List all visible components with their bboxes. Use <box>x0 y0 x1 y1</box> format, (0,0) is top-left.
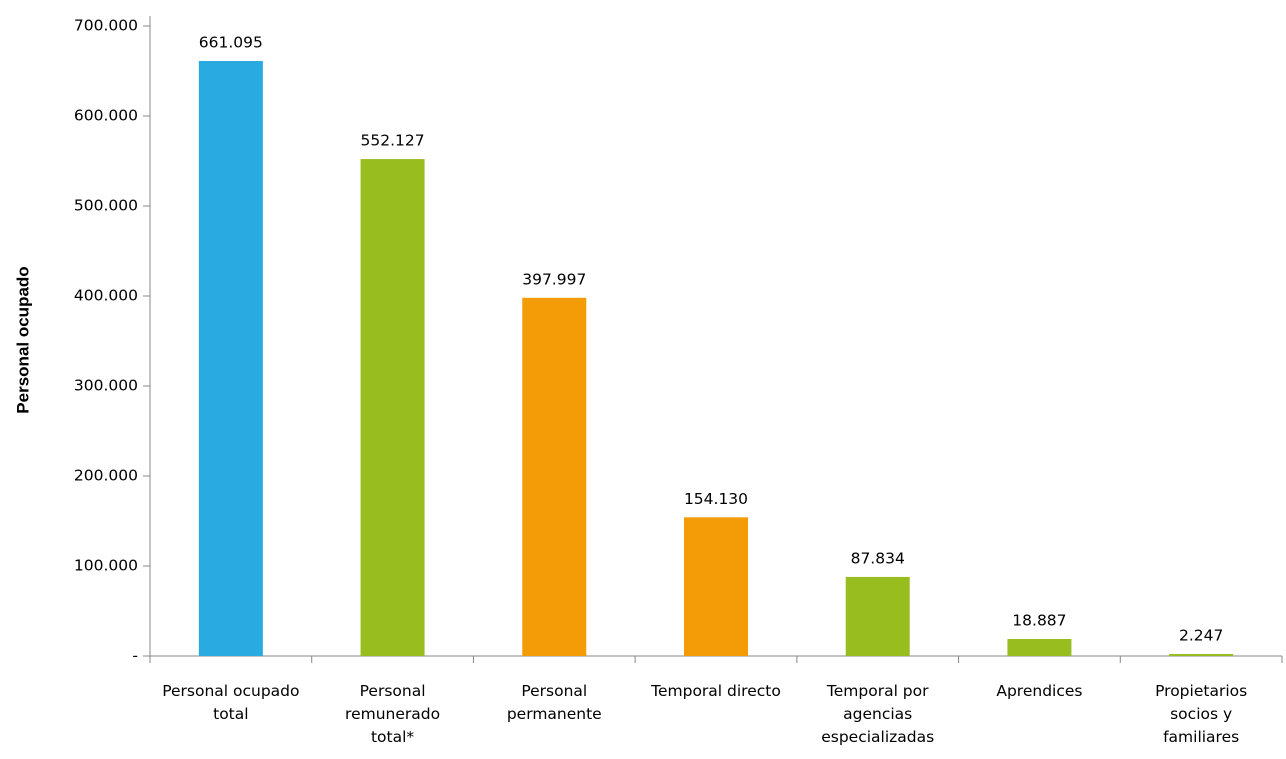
y-tick-label: 400.000 <box>74 287 138 305</box>
data-label: 661.095 <box>199 34 263 52</box>
x-tick-label-line: total* <box>371 728 414 746</box>
x-tick-label-line: Personal <box>360 682 426 700</box>
bar <box>1169 653 1234 656</box>
x-tick-label-line: familiares <box>1163 728 1239 746</box>
bar <box>845 576 910 656</box>
y-tick-label: 100.000 <box>74 557 138 575</box>
bar <box>198 61 263 656</box>
x-tick-label-line: Temporal directo <box>650 682 781 700</box>
x-tick-label: Personal remunerado total* <box>345 682 440 746</box>
data-label: 2.247 <box>1179 626 1223 644</box>
x-tick-label-line: Aprendices <box>996 682 1082 700</box>
x-tick-label: Personal ocupado total <box>162 682 299 723</box>
y-tick-label: - <box>132 647 138 665</box>
data-label: 397.997 <box>522 270 586 288</box>
y-axis-title: Personal ocupado <box>13 266 32 413</box>
x-tick-label: Personal permanente <box>507 682 602 723</box>
x-tick-label-line: permanente <box>507 705 602 723</box>
bar <box>522 297 587 656</box>
x-tick-label: Temporal por agencias especializadas <box>821 682 934 746</box>
y-tick-label: 500.000 <box>74 197 138 215</box>
data-label: 154.130 <box>684 490 748 508</box>
x-tick-label-line: especializadas <box>821 728 934 746</box>
x-tick-label: Propietarios socios y familiares <box>1155 682 1247 746</box>
data-label: 87.834 <box>851 549 905 567</box>
x-tick-label-line: Propietarios <box>1155 682 1247 700</box>
y-tick-label: 300.000 <box>74 377 138 395</box>
bar <box>684 517 748 656</box>
x-tick-label-line: total <box>213 705 248 723</box>
x-tick-label-line: Personal <box>521 682 587 700</box>
data-label: 18.887 <box>1012 612 1066 630</box>
x-tick-label-line: Personal ocupado <box>162 682 299 700</box>
x-tick-label-line: remunerado <box>345 705 440 723</box>
x-tick-label-line: socios y <box>1170 705 1232 723</box>
bar <box>1007 639 1072 656</box>
x-tick-label: Aprendices <box>996 682 1082 700</box>
data-label: 552.127 <box>361 132 425 150</box>
x-tick-label: Temporal directo <box>650 682 781 700</box>
y-tick-label: 600.000 <box>74 107 138 125</box>
y-tick-label: 700.000 <box>74 17 138 35</box>
x-tick-label-line: Temporal por <box>826 682 929 700</box>
y-tick-label: 200.000 <box>74 467 138 485</box>
x-tick-label-line: agencias <box>843 705 912 723</box>
bar <box>360 159 425 656</box>
